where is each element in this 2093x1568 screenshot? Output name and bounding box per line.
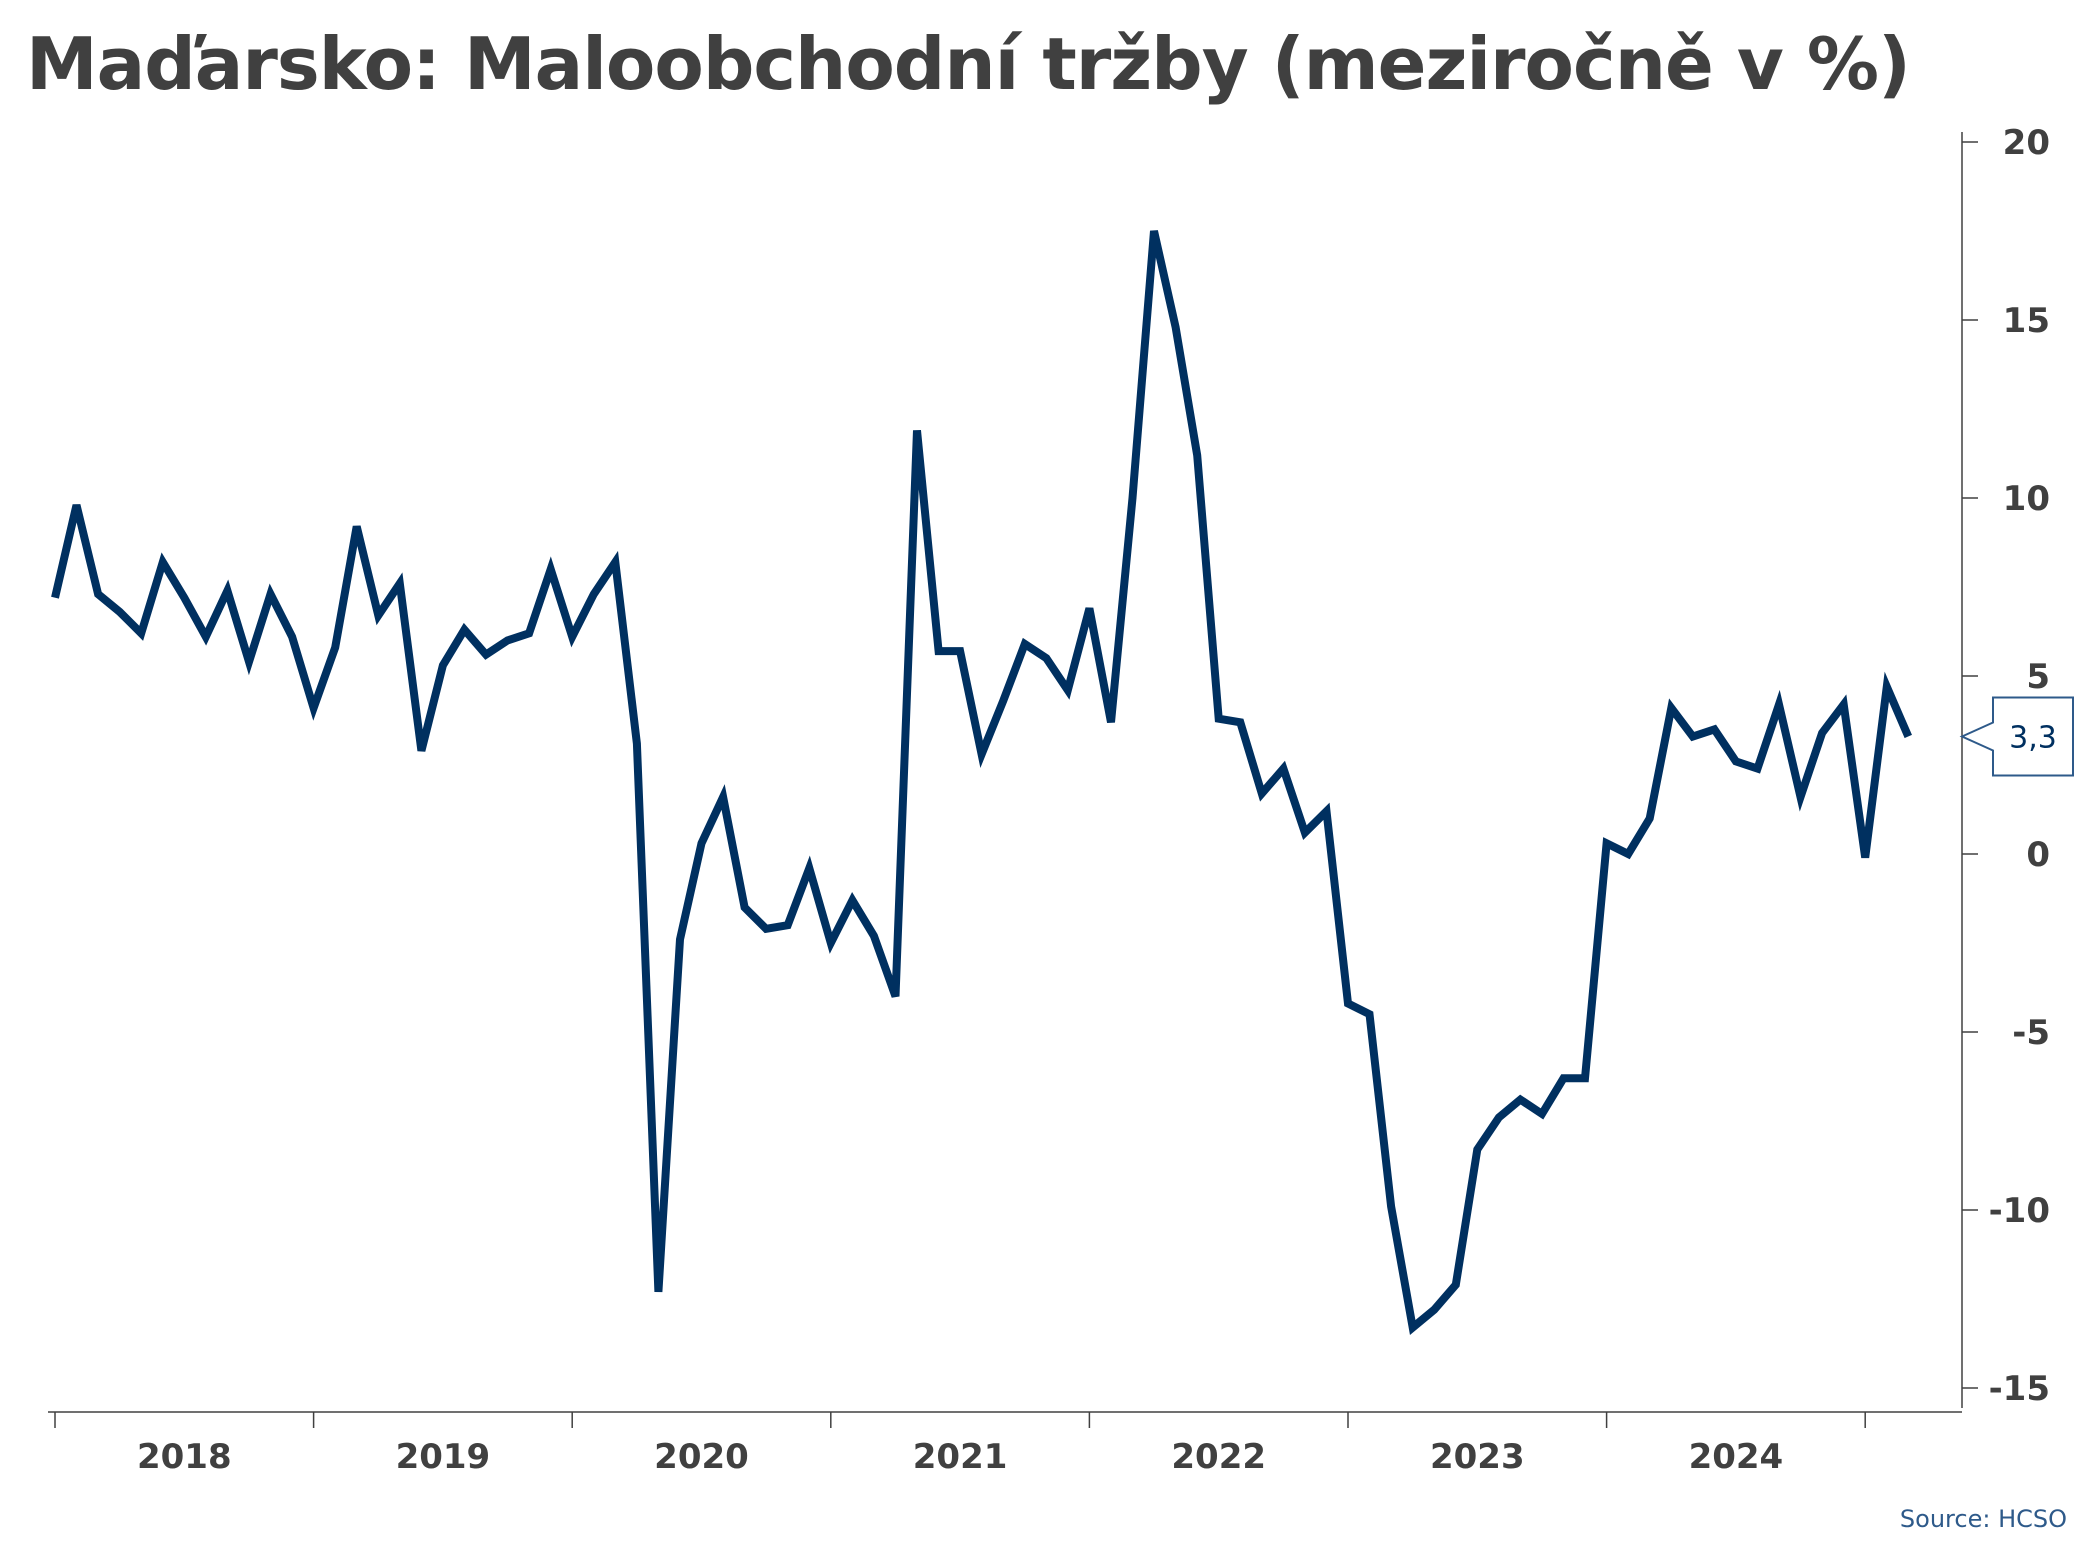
last-value-label: 3,3	[2009, 721, 2057, 756]
x-tick-label: 2019	[396, 1437, 491, 1477]
y-tick-label: -10	[1989, 1191, 2050, 1231]
chart-title: Maďarsko: Maloobchodní tržby (meziročně …	[26, 22, 1911, 106]
x-axis: 2018 2019 2020 2021 2022 2023 2024	[48, 1411, 1962, 1477]
x-tick-label: 2020	[654, 1437, 749, 1477]
x-tick-label: 2024	[1689, 1437, 1784, 1477]
last-value-callout: 3,3	[1959, 696, 2074, 777]
x-tick-label: 2023	[1430, 1437, 1525, 1477]
y-tick-label: 0	[2026, 835, 2050, 875]
y-tick-label: 5	[2026, 657, 2050, 697]
y-tick-label: -15	[1989, 1369, 2050, 1409]
x-tick-label: 2018	[137, 1437, 232, 1477]
source-note: Source: HCSO	[1899, 1505, 2067, 1533]
y-tick-label: 15	[2003, 301, 2050, 341]
y-tick-label: -5	[2012, 1013, 2050, 1053]
y-tick-label: 20	[2003, 123, 2050, 163]
x-tick-label: 2021	[913, 1437, 1008, 1477]
series-line-retail-sales	[51, 230, 1912, 1335]
y-tick-label: 10	[2003, 479, 2050, 519]
last-value-callout-box	[1959, 696, 2074, 777]
y-axis: 20 15 10 5 0 -5 -10 -15	[1961, 123, 2050, 1409]
x-tick-label: 2022	[1171, 1437, 1266, 1477]
